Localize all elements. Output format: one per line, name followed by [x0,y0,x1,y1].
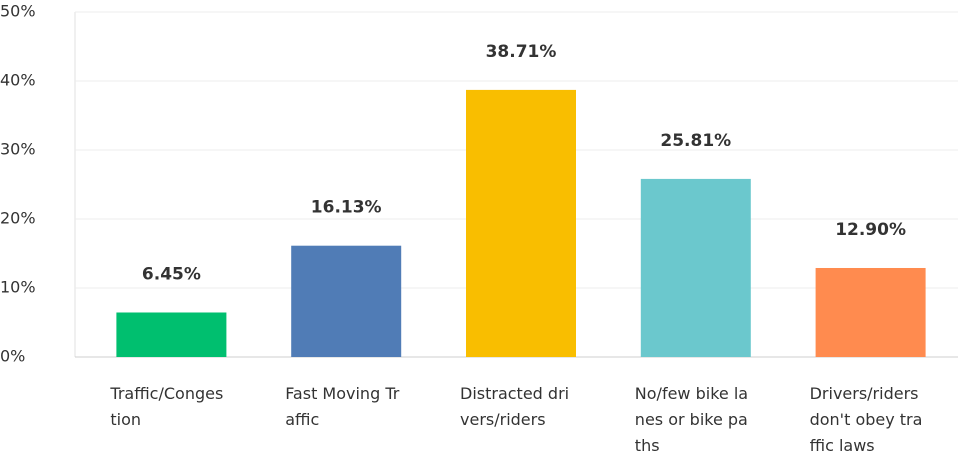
x-tick-label: Traffic/Congestion [110,384,224,429]
y-tick-label: 20% [0,209,36,228]
y-tick-label: 30% [0,140,36,159]
value-label: 25.81% [660,131,731,151]
x-tick-label: No/few bike lanes or bike paths [634,384,749,455]
value-label: 6.45% [142,264,201,284]
bar [116,312,227,357]
bar [640,178,751,357]
y-tick-label: 50% [0,2,36,21]
value-label: 38.71% [486,42,557,62]
y-tick-label: 40% [0,71,36,90]
bar [466,89,576,357]
bar [291,245,402,357]
value-label: 12.90% [835,220,906,240]
x-tick-label: Fast Moving Traffic [285,384,400,429]
value-label: 16.13% [311,198,382,218]
x-tick-label: Distracted drivers/riders [460,384,570,429]
y-tick-label: 0% [0,347,25,366]
y-tick-label: 10% [0,278,36,297]
x-tick-label: Drivers/riders don't obey traffic laws [809,384,923,455]
bar [815,267,926,357]
